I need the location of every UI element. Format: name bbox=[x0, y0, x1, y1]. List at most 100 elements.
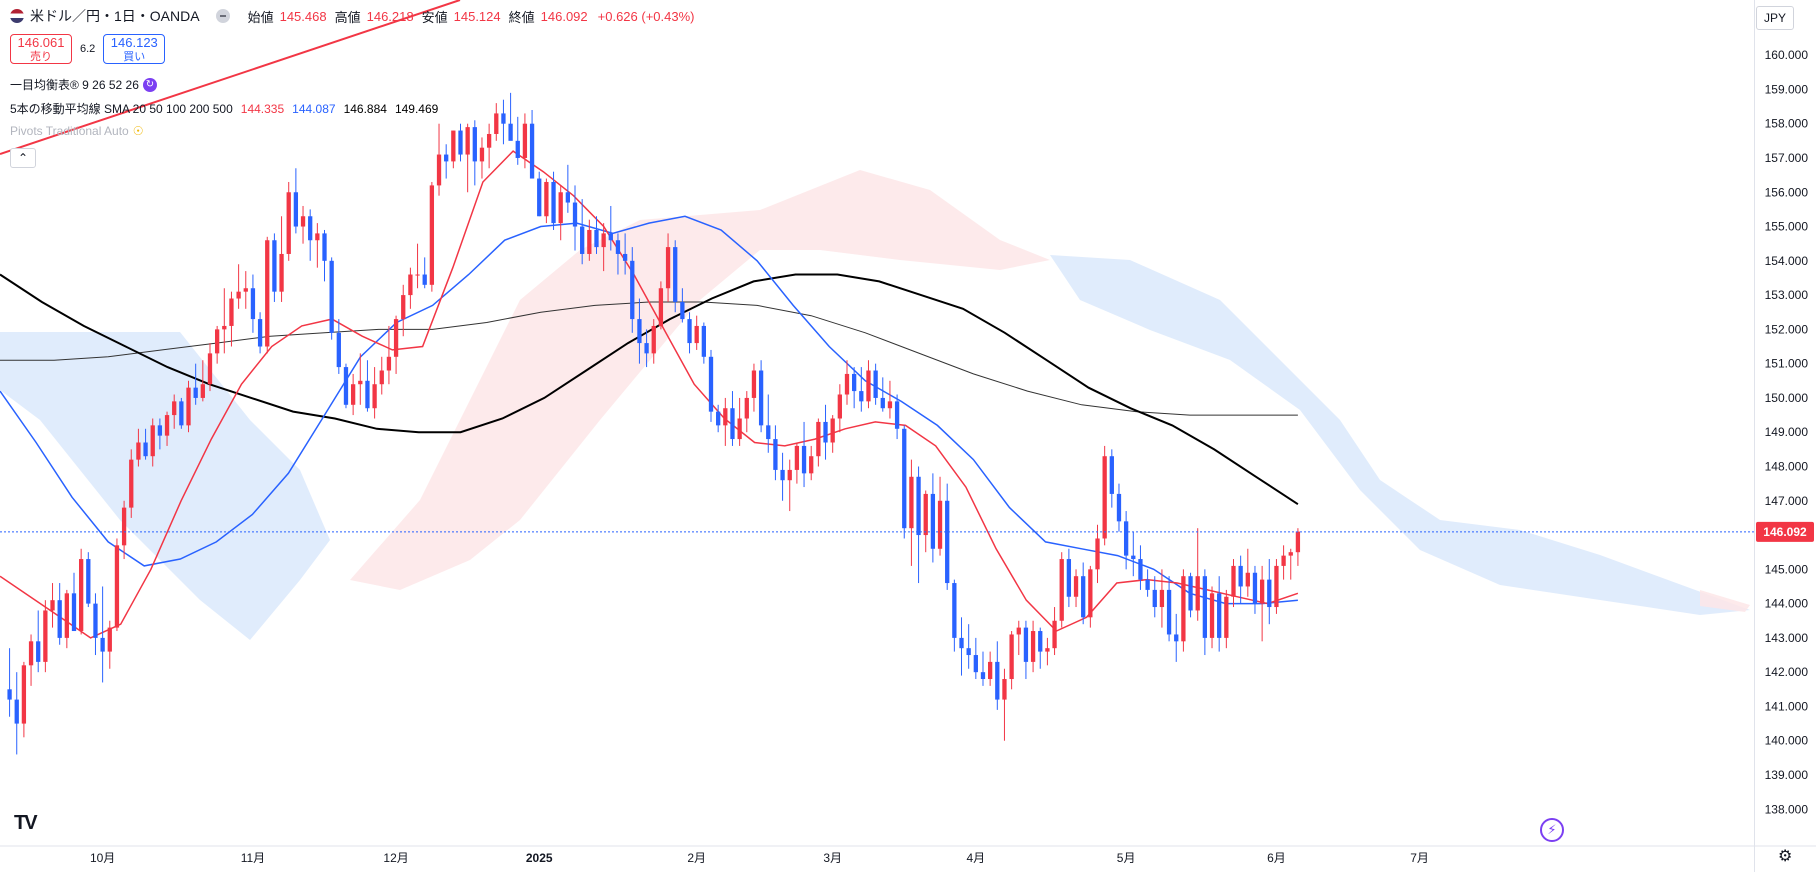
refresh-icon[interactable]: ↻ bbox=[142, 77, 157, 92]
candle bbox=[1166, 576, 1172, 642]
hidden-eye-icon[interactable]: ☉ bbox=[132, 124, 144, 138]
price-tick-label: 160.000 bbox=[1765, 48, 1809, 62]
candle-body bbox=[1123, 521, 1129, 556]
candle bbox=[930, 473, 936, 563]
ichimoku-cloud bbox=[0, 0, 1750, 640]
candle bbox=[508, 92, 513, 141]
candle-body bbox=[207, 353, 213, 385]
buy-button[interactable]: 146.123 買い bbox=[103, 34, 166, 64]
candle bbox=[164, 411, 170, 446]
candle-body bbox=[250, 288, 256, 320]
candle bbox=[1209, 586, 1215, 649]
pivots-legend[interactable]: Pivots Traditional Auto ☉ bbox=[10, 124, 144, 138]
candle bbox=[286, 181, 291, 261]
candle bbox=[959, 617, 964, 676]
us-japan-flag-icon bbox=[10, 9, 24, 23]
candle bbox=[522, 113, 528, 169]
candle bbox=[665, 233, 671, 302]
price-axis[interactable]: 160.000 159.000 158.000 157.000 156.000 155.0… bbox=[1765, 48, 1809, 816]
candle-body bbox=[1181, 576, 1186, 642]
ichimoku-legend[interactable]: 一目均衡表® 9 26 52 26 ↻ bbox=[10, 76, 157, 93]
price-tick-label: 153.000 bbox=[1765, 288, 1809, 302]
candle bbox=[401, 284, 406, 337]
candle-body bbox=[479, 147, 485, 162]
candle-body bbox=[830, 418, 835, 443]
candle bbox=[809, 445, 814, 481]
candle bbox=[315, 223, 320, 268]
candle-body bbox=[572, 202, 578, 227]
lightning-icon[interactable]: ⚡ bbox=[1540, 818, 1564, 842]
candle bbox=[1088, 565, 1093, 628]
sma-legend[interactable]: 5本の移動平均線 SMA 20 50 100 200 500 144.335 1… bbox=[10, 100, 438, 117]
candle-body bbox=[680, 301, 685, 320]
candle-body bbox=[1231, 565, 1236, 597]
candle-body bbox=[401, 295, 406, 320]
candle bbox=[701, 322, 706, 364]
candle bbox=[1174, 613, 1179, 662]
candle-body bbox=[1202, 576, 1208, 638]
candle-body bbox=[794, 445, 800, 470]
candle-body bbox=[186, 387, 191, 426]
candle-body bbox=[422, 274, 427, 285]
price-tick-label: 159.000 bbox=[1765, 82, 1809, 96]
candle bbox=[86, 552, 91, 608]
ichimoku-label: 一目均衡表® 9 26 52 26 bbox=[10, 78, 139, 92]
candle bbox=[193, 363, 198, 405]
candle bbox=[479, 137, 485, 179]
candle-body bbox=[780, 469, 785, 481]
trade-panel: 146.061 売り 6.2 146.123 買い bbox=[10, 34, 166, 64]
time-tick-label: 12月 bbox=[383, 851, 408, 865]
sma50-line bbox=[0, 215, 1298, 605]
candle bbox=[1023, 620, 1029, 680]
candle-body bbox=[1159, 589, 1165, 608]
candle bbox=[558, 185, 563, 241]
collapse-indicators-button[interactable]: ⌃ bbox=[10, 148, 36, 168]
candle-body bbox=[1267, 579, 1272, 608]
change-value: +0.626 (+0.43%) bbox=[597, 8, 695, 24]
currency-selector[interactable]: JPY bbox=[1756, 6, 1794, 30]
candle-body bbox=[1145, 579, 1150, 590]
price-tick-label: 156.000 bbox=[1765, 185, 1809, 199]
candle-body bbox=[866, 370, 871, 402]
candle bbox=[71, 572, 77, 632]
collapse-legend-icon[interactable] bbox=[215, 9, 230, 23]
cloud-area-2 bbox=[350, 170, 1050, 590]
candle-body bbox=[723, 408, 728, 426]
time-axis[interactable]: 10月 11月 12月 2025 2月 3月 4月 5月 6月 7月 bbox=[0, 845, 1816, 865]
candle bbox=[379, 356, 384, 395]
candle-body bbox=[751, 370, 757, 398]
candle-body bbox=[773, 439, 778, 470]
candle bbox=[837, 384, 842, 433]
candle bbox=[336, 319, 341, 374]
candle bbox=[1159, 569, 1165, 628]
candle-body bbox=[465, 127, 470, 155]
candle bbox=[844, 360, 850, 405]
time-tick-label: 6月 bbox=[1267, 851, 1286, 865]
candle-body bbox=[172, 401, 177, 416]
candle bbox=[980, 651, 986, 686]
candle-body bbox=[243, 288, 248, 292]
sma100-value: 146.884 bbox=[343, 101, 387, 116]
symbol-title[interactable]: 米ドル／円・1日・OANDA bbox=[30, 8, 200, 24]
candle-body bbox=[179, 401, 184, 426]
candle bbox=[894, 394, 900, 440]
candle bbox=[730, 391, 735, 446]
candle-body bbox=[1252, 572, 1258, 604]
candle bbox=[830, 415, 835, 453]
candle-body bbox=[229, 298, 234, 326]
sell-button[interactable]: 146.061 売り bbox=[10, 34, 72, 64]
gear-icon[interactable]: ⚙ bbox=[1778, 848, 1793, 865]
candle bbox=[329, 257, 334, 340]
candle bbox=[873, 363, 878, 405]
candle bbox=[386, 325, 392, 385]
symbol-legend: 米ドル／円・1日・OANDA 始値 145.468 高値 146.218 安値 145… bbox=[10, 6, 695, 26]
tradingview-logo-icon[interactable]: TV bbox=[14, 812, 38, 834]
candle-body bbox=[937, 500, 943, 549]
candle bbox=[486, 123, 492, 169]
candle-body bbox=[1166, 589, 1172, 635]
candle bbox=[923, 490, 928, 553]
candle-body bbox=[1245, 572, 1250, 587]
candle bbox=[129, 449, 134, 518]
candle bbox=[637, 298, 642, 364]
